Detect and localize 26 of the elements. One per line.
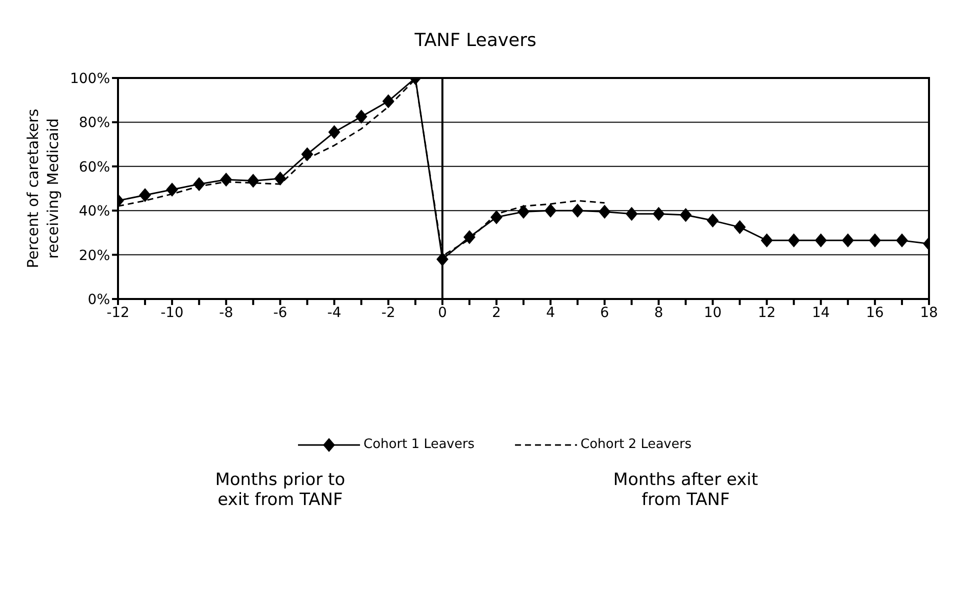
x-tick-label: 2 <box>492 304 501 321</box>
x-tick-label: -4 <box>327 304 342 321</box>
x-tick-label: 0 <box>438 304 447 321</box>
y-axis-title: Percent of caretakers receiving Medicaid <box>24 108 62 268</box>
x-tick-label: 6 <box>600 304 610 321</box>
y-tick-label: 80% <box>78 115 110 132</box>
x-tick-label: 18 <box>920 304 938 321</box>
x-tick-label: 10 <box>704 304 722 321</box>
y-tick-label: 20% <box>78 248 110 264</box>
x-tick-label: 16 <box>866 304 884 321</box>
x-tick-label: 8 <box>654 304 664 321</box>
chart-title: TANF Leavers <box>414 30 538 51</box>
x-tick-label: -8 <box>219 304 234 321</box>
x-tick-label: 14 <box>812 304 830 321</box>
x-tick-label: -6 <box>273 304 288 321</box>
x-tick-label: -10 <box>160 304 184 321</box>
text: Months after exit from TANF <box>612 470 760 510</box>
x-tick-label: -2 <box>381 304 396 321</box>
y-tick-label: 60% <box>78 159 110 176</box>
y-tick-label: 100% <box>70 70 110 87</box>
x-tick-label: 12 <box>758 304 776 321</box>
text: Months prior to exit from TANF <box>214 470 346 510</box>
x-tick-label: 4 <box>546 304 556 321</box>
legend-label: Cohort 1 Leavers <box>364 437 474 452</box>
y-tick-label: 40% <box>78 204 110 220</box>
legend-label: Cohort 2 Leavers <box>580 437 692 452</box>
